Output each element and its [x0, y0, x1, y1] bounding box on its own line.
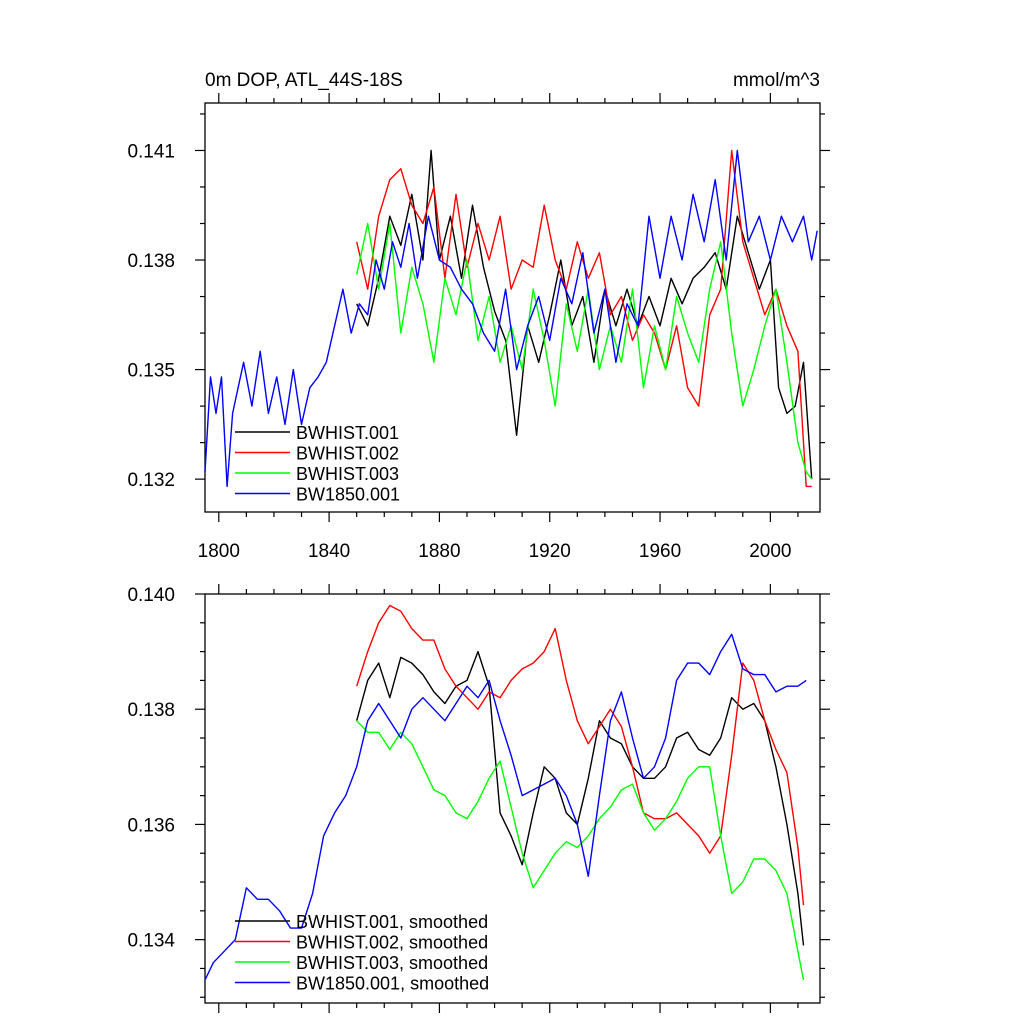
top-chart: 0m DOP, ATL_44S-18S mmol/m^3 1800 1840 188… — [127, 70, 830, 562]
legend-label: BWHIST.002, smoothed — [296, 933, 488, 953]
series-line-bwhist-002-smoothed — [356, 604, 805, 906]
series-line-bwhist-003-smoothed — [356, 720, 805, 981]
x-tick-label: 1920 — [529, 541, 571, 562]
series-line-bw1850-001 — [204, 149, 818, 488]
x-tick-label: 1880 — [418, 541, 460, 562]
y-tick-label: 0.135 — [127, 361, 175, 382]
legend-label: BWHIST.001, smoothed — [296, 912, 488, 932]
x-tick-label: 1960 — [639, 541, 681, 562]
x-tick-label: 1800 — [198, 541, 240, 562]
legend-label: BWHIST.003, smoothed — [296, 953, 488, 973]
legend-label: BWHIST.002 — [296, 444, 399, 464]
x-tick-label: 1840 — [308, 541, 350, 562]
y-tick-label: 0.140 — [127, 585, 175, 606]
series-line-bwhist-001-smoothed — [356, 650, 805, 946]
y-tick-label: 0.132 — [127, 470, 175, 491]
legend-label: BWHIST.003 — [296, 464, 399, 484]
y-tick-label: 0.138 — [127, 700, 175, 721]
x-tick-label: 2000 — [749, 541, 791, 562]
series-line-bw1850-001-smoothed — [204, 633, 807, 981]
y-tick-label: 0.138 — [127, 251, 175, 272]
y-tick-label: 0.141 — [127, 141, 175, 162]
bottom-chart: 0.134 0.136 0.138 0.140 BWHIST.001, smoothed… — [127, 584, 830, 1013]
legend-label: BW1850.001, smoothed — [296, 974, 489, 994]
series-line-bwhist-001 — [356, 149, 813, 480]
series-line-bwhist-002 — [356, 149, 812, 488]
top-chart-units: mmol/m^3 — [733, 70, 820, 91]
y-tick-label: 0.136 — [127, 815, 175, 836]
plot-frame — [204, 593, 821, 1004]
y-tick-label: 0.134 — [127, 931, 175, 952]
top-chart-title: 0m DOP, ATL_44S-18S — [205, 70, 403, 91]
legend-label: BW1850.001 — [296, 485, 400, 505]
legend-label: BWHIST.001 — [296, 423, 399, 443]
plot-frame — [204, 102, 821, 513]
